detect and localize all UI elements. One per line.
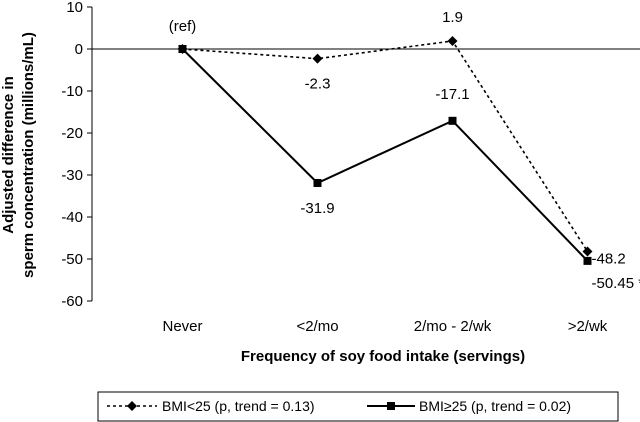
data-label: -2.3	[305, 76, 331, 93]
series-group	[177, 36, 593, 265]
data-label: 1.9	[442, 9, 463, 26]
y-tick-label: -50	[61, 251, 83, 268]
data-label: -48.2	[592, 250, 626, 267]
data-point-diamond	[312, 53, 323, 64]
data-point-square	[313, 178, 322, 187]
y-axis-title-line-1: Adjusted difference in	[0, 76, 17, 234]
x-tick-label: <2/mo	[296, 318, 338, 335]
legend: BMI<25 (p, trend = 0.13) BMI≥25 (p, tren…	[97, 391, 619, 422]
series-line-0	[182, 40, 589, 252]
y-tick-label: -20	[61, 125, 83, 142]
legend-label-bmi-25-plus: BMI≥25 (p, trend = 0.02)	[419, 398, 571, 414]
legend-marker-diamond	[127, 401, 137, 411]
x-tick-label: 2/mo - 2/wk	[414, 318, 492, 335]
series-line-1	[181, 48, 589, 262]
x-tick-label: Never	[162, 318, 202, 335]
y-tick-label: 10	[66, 0, 83, 16]
y-tick-label: -60	[61, 293, 83, 310]
legend-marker-square	[387, 402, 395, 410]
data-point-diamond	[582, 246, 593, 257]
data-point-diamond	[447, 36, 458, 47]
x-tick-label: >2/wk	[568, 318, 608, 335]
data-label: -50.45 **	[592, 275, 640, 292]
data-labels: (ref) -2.3 1.9 -48.2 -31.9 -17.1 -50.45 **	[169, 9, 640, 292]
y-tick-label: 0	[75, 41, 83, 58]
data-point-square	[448, 116, 457, 125]
y-tick-labels: 10 0 -10 -20 -30 -40 -50 -60	[61, 0, 83, 310]
data-label: (ref)	[169, 18, 197, 35]
legend-label-bmi-under-25: BMI<25 (p, trend = 0.13)	[162, 398, 315, 414]
data-point-square	[178, 45, 187, 53]
y-axis-title-line-2: sperm concentration (millions/mL)	[20, 32, 37, 278]
data-point-square	[583, 256, 592, 265]
x-tick-labels: Never <2/mo 2/mo - 2/wk >2/wk	[162, 318, 607, 335]
data-label: -31.9	[300, 200, 334, 217]
x-axis-title: Frequency of soy food intake (servings)	[241, 348, 525, 365]
data-label: -17.1	[435, 86, 469, 103]
legend-box	[97, 391, 619, 422]
y-tick-label: -40	[61, 209, 83, 226]
axes	[87, 6, 640, 302]
y-tick-label: -10	[61, 83, 83, 100]
y-tick-label: -30	[61, 167, 83, 184]
